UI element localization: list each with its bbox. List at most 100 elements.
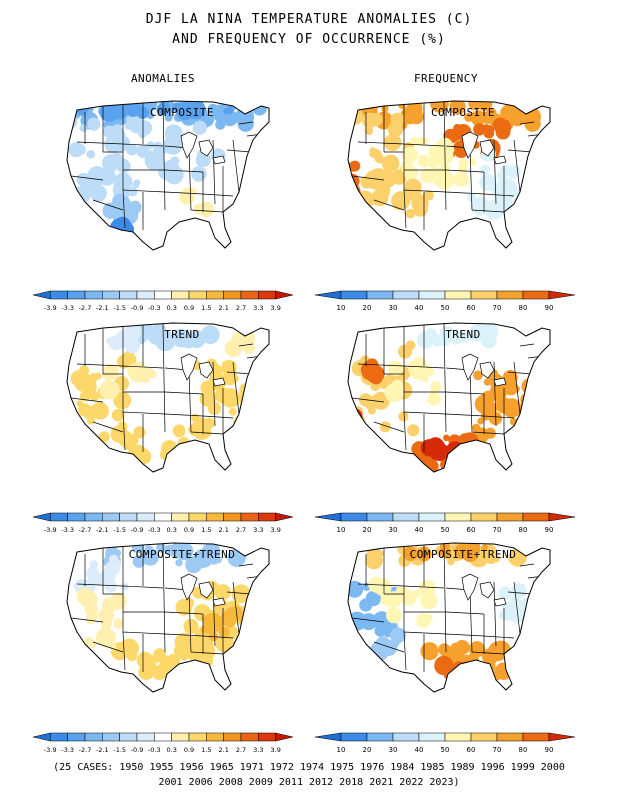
colorbar-swatch: [188, 512, 207, 522]
colorbar-tick-label: 20: [363, 526, 372, 534]
colorbar-tick-label: 1.5: [201, 304, 211, 312]
colorbar-swatch: [136, 290, 155, 300]
colorbar-tick-label: 40: [415, 746, 424, 754]
colorbar-swatch: [418, 290, 446, 300]
panel-label: COMPOSITE+TREND: [409, 548, 517, 561]
colorbar-tick-label: 40: [415, 526, 424, 534]
colorbar-swatch: [275, 512, 294, 522]
colorbar-tick-label: 60: [467, 526, 476, 534]
colorbar-swatch: [188, 732, 207, 742]
colorbar-swatch: [84, 732, 103, 742]
panel-label: COMPOSITE: [149, 106, 215, 119]
colorbar-swatch: [444, 732, 472, 742]
colorbar-tick-label: 1.5: [201, 526, 211, 534]
colorbar-swatch: [240, 290, 259, 300]
colorbar-tick-label: 2.7: [236, 746, 246, 754]
colorbar-tick-label: -2.1: [96, 304, 109, 312]
colorbar-swatch: [171, 732, 190, 742]
colorbar-tick-label: 80: [519, 304, 528, 312]
colorbar-tick-label: -0.3: [148, 526, 161, 534]
colorbar-tick-label: 0.3: [167, 746, 177, 754]
colorbar-tick-label: -3.9: [44, 526, 57, 534]
colorbar-tick-label: 3.3: [253, 746, 263, 754]
colorbar-swatch: [223, 290, 242, 300]
colorbar-swatch: [84, 512, 103, 522]
colorbar-tick-label: 80: [519, 526, 528, 534]
colorbar-tick-label: -2.1: [96, 746, 109, 754]
colorbar-tick-label: -3.3: [61, 746, 74, 754]
colorbar-tick-label: -2.7: [79, 304, 92, 312]
colorbar-swatch: [392, 290, 420, 300]
map-panel-anomalies-composite-anom: COMPOSITE: [63, 100, 281, 260]
colorbar-swatch: [314, 512, 342, 522]
colorbar-tick-label: 90: [545, 304, 554, 312]
colorbar-tick-label: 40: [415, 304, 424, 312]
colorbar-swatch: [548, 512, 576, 522]
colorbar-swatch: [119, 732, 138, 742]
colorbar-tick-label: 70: [493, 526, 502, 534]
colorbar-tick-label: 50: [441, 746, 450, 754]
frequency-colorbar-2: 10 20 30 40 50 60 70 80 90: [310, 512, 580, 540]
colorbar-swatch: [258, 732, 276, 742]
colorbar-swatch: [470, 290, 498, 300]
colorbar-swatch: [171, 290, 190, 300]
colorbar-swatch: [258, 290, 276, 300]
colorbar-swatch: [102, 290, 120, 300]
anomaly-colorbar-1: -3.9 -3.3 -2.7 -2.1 -1.5 -0.9 -0.3 0.3 0.9 1.5 2.1…: [28, 290, 298, 318]
panel-label: COMPOSITE+TREND: [128, 548, 236, 561]
colorbar-tick-label: 10: [337, 746, 346, 754]
colorbar-swatch: [340, 732, 368, 742]
column-title-frequency: FREQUENCY: [413, 72, 479, 85]
colorbar-tick-label: 3.3: [253, 526, 263, 534]
colorbar-swatch: [206, 512, 224, 522]
colorbar-tick-label: 20: [363, 746, 372, 754]
colorbar-swatch: [102, 512, 120, 522]
colorbar-tick-label: 80: [519, 746, 528, 754]
cases-line-1: (25 CASES: 1950 1955 1956 1965 1971 1972…: [53, 762, 565, 773]
colorbar-swatch: [188, 290, 207, 300]
colorbar-swatch: [392, 732, 420, 742]
colorbar-swatch: [470, 732, 498, 742]
colorbar-swatch: [32, 512, 51, 522]
colorbar-tick-label: -3.3: [61, 304, 74, 312]
colorbar-tick-label: 1.5: [201, 746, 211, 754]
colorbar-swatch: [206, 290, 224, 300]
colorbar-swatch: [240, 732, 259, 742]
colorbar-swatch: [496, 290, 524, 300]
colorbar-tick-label: 3.3: [253, 304, 263, 312]
colorbar-tick-label: 2.1: [219, 746, 229, 754]
colorbar-tick-label: 3.9: [271, 526, 281, 534]
title-line-2: AND FREQUENCY OF OCCURRENCE (%): [172, 32, 446, 47]
colorbar-tick-label: 60: [467, 304, 476, 312]
colorbar-swatch: [444, 512, 472, 522]
colorbar-swatch: [522, 290, 550, 300]
map-panel-frequency-composite-freq: COMPOSITE: [344, 100, 562, 260]
colorbar-swatch: [275, 732, 294, 742]
colorbar-swatch: [154, 732, 172, 742]
colorbar-swatch: [340, 512, 368, 522]
colorbar-swatch: [50, 290, 68, 300]
colorbar-tick-label: 2.1: [219, 304, 229, 312]
colorbar-tick-label: -0.3: [148, 304, 161, 312]
colorbar-tick-label: -2.7: [79, 526, 92, 534]
colorbar-tick-label: 70: [493, 304, 502, 312]
title-line-1: DJF LA NINA TEMPERATURE ANOMALIES (C): [145, 12, 473, 27]
colorbar-swatch: [314, 290, 342, 300]
colorbar-tick-label: 0.9: [184, 746, 194, 754]
colorbar-tick-label: 10: [337, 526, 346, 534]
map-panel-anomalies-ct-anom: COMPOSITE+TREND: [63, 542, 281, 702]
colorbar-tick-label: 2.7: [236, 304, 246, 312]
colorbar-tick-label: 50: [441, 304, 450, 312]
colorbar-swatch: [119, 512, 138, 522]
colorbar-swatch: [340, 290, 368, 300]
colorbar-tick-label: -3.9: [44, 304, 57, 312]
colorbar-swatch: [50, 512, 68, 522]
colorbar-swatch: [154, 512, 172, 522]
panel-label: COMPOSITE: [430, 106, 496, 119]
colorbar-swatch: [366, 732, 394, 742]
panel-label: TREND: [164, 328, 200, 341]
frequency-colorbar-3: 10 20 30 40 50 60 70 80 90: [310, 732, 580, 760]
colorbar-tick-label: 30: [389, 746, 398, 754]
colorbar-swatch: [496, 512, 524, 522]
panel-label: TREND: [445, 328, 481, 341]
